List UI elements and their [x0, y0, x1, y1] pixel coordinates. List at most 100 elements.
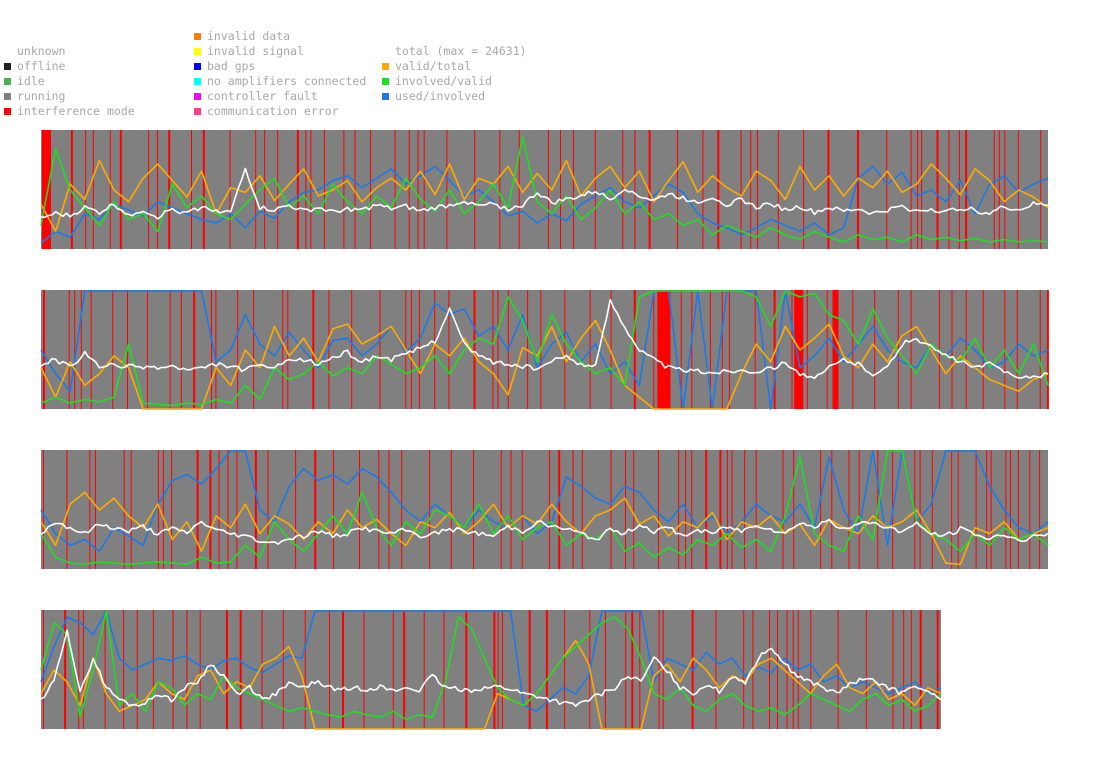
interference-stripe: [157, 450, 159, 569]
legend-swatch: [4, 93, 11, 100]
series-line-orange: [40, 491, 1049, 566]
interference-stripe: [510, 450, 512, 569]
interference-stripe: [264, 130, 266, 249]
interference-stripe: [750, 130, 752, 249]
interference-stripe: [186, 610, 188, 729]
panel-1: [40, 130, 1049, 249]
interference-stripe: [408, 130, 410, 249]
interference-stripe: [90, 290, 92, 409]
interference-stripe: [594, 130, 596, 249]
interference-stripe: [990, 450, 992, 569]
interference-stripe: [744, 450, 746, 569]
interference-stripe: [622, 130, 624, 249]
interference-stripe: [803, 130, 805, 249]
interference-stripe: [354, 130, 356, 249]
interference-stripe: [70, 130, 73, 249]
interference-stripe: [473, 290, 476, 409]
interference-stripe: [82, 610, 84, 729]
interference-stripe: [740, 130, 742, 249]
interference-stripe: [936, 610, 939, 729]
interference-stripe: [1039, 290, 1041, 409]
interference-stripe: [625, 610, 627, 729]
interference-stripe: [1039, 450, 1041, 569]
interference-stripe: [919, 610, 922, 729]
legend-swatch: [194, 63, 201, 70]
interference-stripe: [94, 450, 96, 569]
interference-stripe: [874, 290, 876, 409]
interference-stripe: [450, 450, 452, 569]
interference-stripe: [919, 450, 921, 569]
interference-stripe: [237, 290, 239, 409]
interference-stripe: [423, 610, 425, 729]
interference-stripe: [715, 610, 717, 729]
interference-stripe: [572, 450, 574, 569]
interference-stripe: [965, 130, 968, 249]
interference-stripe: [769, 610, 770, 729]
legend-swatch: [382, 78, 389, 85]
interference-stripe: [162, 450, 164, 569]
interference-stripe: [1046, 290, 1049, 409]
interference-stripe: [865, 610, 867, 729]
series-line-blue: [40, 610, 942, 713]
interference-stripe: [78, 610, 80, 729]
interference-stripe: [226, 610, 228, 729]
interference-stripe: [564, 290, 566, 409]
interference-stripe: [123, 610, 125, 729]
interference-stripe: [951, 450, 953, 569]
interference-stripe: [66, 450, 68, 569]
legend-swatch: [4, 108, 11, 115]
interference-stripe: [731, 450, 733, 569]
interference-stripe: [43, 290, 45, 409]
interference-stripe: [564, 610, 566, 729]
interference-stripe: [261, 610, 263, 729]
series-line-white: [40, 298, 1049, 380]
interference-block: [657, 290, 671, 409]
legend-label: idle: [17, 74, 45, 88]
interference-stripe: [287, 290, 289, 409]
legend-label: interference mode: [17, 104, 135, 118]
interference-stripe: [806, 290, 808, 409]
interference-stripe: [148, 130, 150, 249]
interference-stripe: [493, 610, 496, 729]
interference-stripe: [310, 130, 312, 249]
interference-stripe: [653, 290, 655, 409]
series-line-blue: [40, 165, 1049, 244]
interference-stripe: [497, 610, 499, 729]
interference-stripe: [448, 290, 450, 409]
interference-stripe: [239, 610, 242, 729]
interference-stripe: [43, 610, 44, 729]
interference-stripe: [1017, 450, 1019, 569]
interference-stripe: [773, 290, 776, 409]
interference-stripe: [680, 290, 682, 409]
interference-stripe: [910, 130, 912, 249]
interference-stripe: [958, 130, 960, 249]
interference-stripe: [199, 610, 201, 729]
interference-stripe: [610, 290, 612, 409]
interference-stripe: [917, 130, 919, 249]
series-line-green: [40, 610, 942, 721]
interference-stripe: [1016, 290, 1018, 409]
interference-stripe: [64, 610, 67, 729]
interference-stripe: [1005, 450, 1007, 569]
interference-stripe: [728, 290, 730, 409]
interference-stripe: [434, 290, 436, 409]
interference-stripe: [85, 130, 87, 249]
interference-stripe: [931, 450, 933, 569]
interference-stripe: [218, 450, 220, 569]
panel-background: [41, 450, 1048, 569]
interference-stripe: [304, 610, 306, 729]
interference-stripe: [254, 450, 257, 569]
interference-stripe: [202, 130, 205, 249]
interference-stripe: [633, 450, 635, 569]
interference-stripe: [857, 130, 859, 249]
interference-stripe: [89, 450, 91, 569]
interference-stripe: [982, 290, 984, 409]
legend-swatch: [382, 93, 389, 100]
interference-stripe: [465, 610, 468, 729]
interference-stripe: [998, 130, 1000, 249]
interference-stripe: [581, 450, 583, 569]
interference-stripe: [295, 450, 297, 569]
legend-swatch: [4, 63, 11, 70]
interference-stripe: [227, 450, 229, 569]
interference-stripe: [332, 450, 334, 569]
